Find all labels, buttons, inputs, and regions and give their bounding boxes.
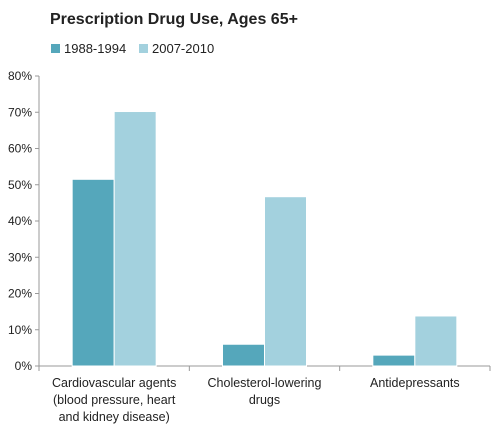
bar-2007-2010-0 (113, 111, 157, 367)
y-tick-label: 30% (8, 250, 32, 264)
legend-label-series-0: 1988-1994 (64, 41, 126, 56)
category-label-line: drugs (249, 393, 280, 407)
category-label-line: and kidney disease) (59, 410, 170, 424)
bar-2007-2010-2 (414, 315, 458, 367)
legend: 1988-1994 2007-2010 (51, 41, 214, 56)
y-tick-label: 0% (15, 359, 33, 373)
y-tick-label: 20% (8, 287, 32, 301)
category-label-line: Antidepressants (370, 376, 460, 390)
category-label-line: Cardiovascular agents (52, 376, 176, 390)
legend-label-series-1: 2007-2010 (152, 41, 214, 56)
category-labels: Cardiovascular agents (blood pressure, he… (52, 376, 460, 424)
chart-title: Prescription Drug Use, Ages 65+ (50, 11, 298, 28)
y-tick-label: 80% (8, 69, 32, 83)
y-tick-label: 40% (8, 214, 32, 228)
category-label: Cardiovascular agents (blood pressure, he… (52, 376, 176, 424)
y-tick-label: 50% (8, 178, 32, 192)
y-tick-label: 10% (8, 323, 32, 337)
y-tick-label: 60% (8, 142, 32, 156)
bars (71, 111, 458, 367)
category-label: Antidepressants (370, 376, 460, 390)
bar-1988-1994-0 (71, 178, 115, 367)
legend-swatch-series-1 (139, 44, 148, 53)
bar-1988-1994-1 (222, 343, 265, 367)
category-label-line: Cholesterol-lowering (208, 376, 322, 390)
bar-2007-2010-1 (264, 196, 307, 367)
legend-swatch-series-0 (51, 44, 60, 53)
bar-1988-1994-2 (372, 354, 416, 367)
category-label-line: (blood pressure, heart (53, 393, 176, 407)
y-tick-label: 70% (8, 105, 32, 119)
category-label: Cholesterol-lowering drugs (208, 376, 322, 407)
